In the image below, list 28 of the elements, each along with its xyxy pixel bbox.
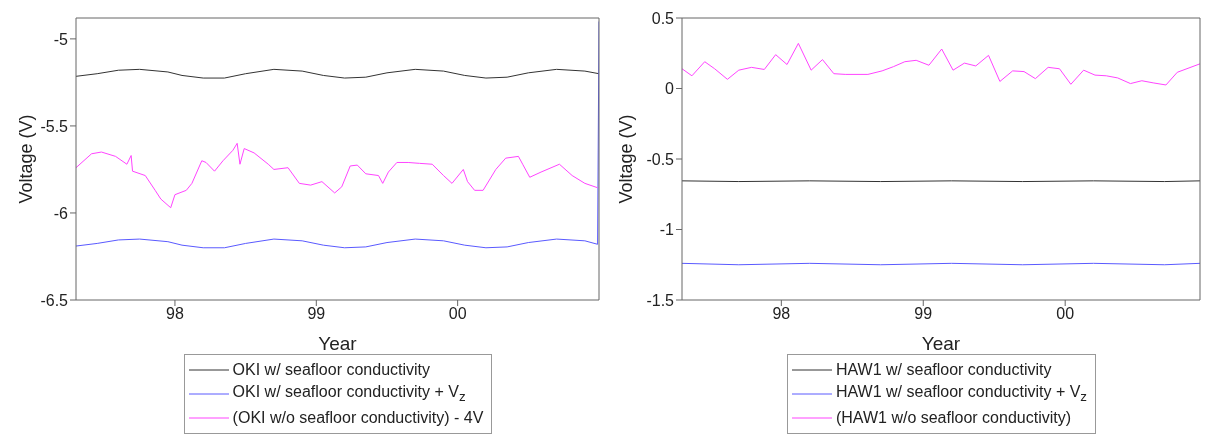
y-tick-label: -1 — [659, 221, 675, 239]
y-tick-label: 0 — [665, 80, 675, 98]
x-axis-title: Year — [921, 333, 961, 354]
y-tick-label: -5 — [53, 30, 69, 48]
x-tick-label: 98 — [166, 305, 184, 323]
x-axis-title: Year — [318, 333, 358, 354]
legend-label: OKI w/ seafloor conductivity + V$_{z}$ — [232, 383, 466, 405]
legend-label: OKI w/ seafloor conductivity — [232, 361, 431, 379]
line-series — [76, 142, 599, 209]
line-series — [76, 68, 599, 79]
y-axis-title: Voltage (V) — [616, 114, 637, 204]
y-tick-label: -0.5 — [646, 150, 675, 168]
y-tick-label: -5.5 — [40, 117, 69, 135]
x-tick-label: 98 — [772, 305, 791, 323]
legend-label: (HAW1 w/o seafloor conductivity) — [835, 409, 1072, 427]
x-tick-label: 00 — [448, 305, 467, 323]
legend-label: HAW1 w/ seafloor conductivity + V$_{z}$ — [835, 383, 1088, 405]
y-axis-title: Voltage (V) — [16, 114, 37, 204]
y-tick-label: 0.5 — [651, 9, 675, 27]
y-tick-label: -6 — [53, 204, 69, 222]
x-tick-label: 00 — [1056, 305, 1075, 323]
x-tick-label: 99 — [914, 305, 933, 323]
x-tick-label: 99 — [307, 305, 326, 323]
legend-label: (OKI w/o seafloor conductivity) - 4V — [232, 409, 484, 427]
y-tick-label: -6.5 — [40, 291, 69, 309]
legend-label: HAW1 w/ seafloor conductivity — [835, 361, 1052, 379]
line-series — [682, 42, 1200, 86]
y-tick-label: -1.5 — [646, 291, 675, 309]
